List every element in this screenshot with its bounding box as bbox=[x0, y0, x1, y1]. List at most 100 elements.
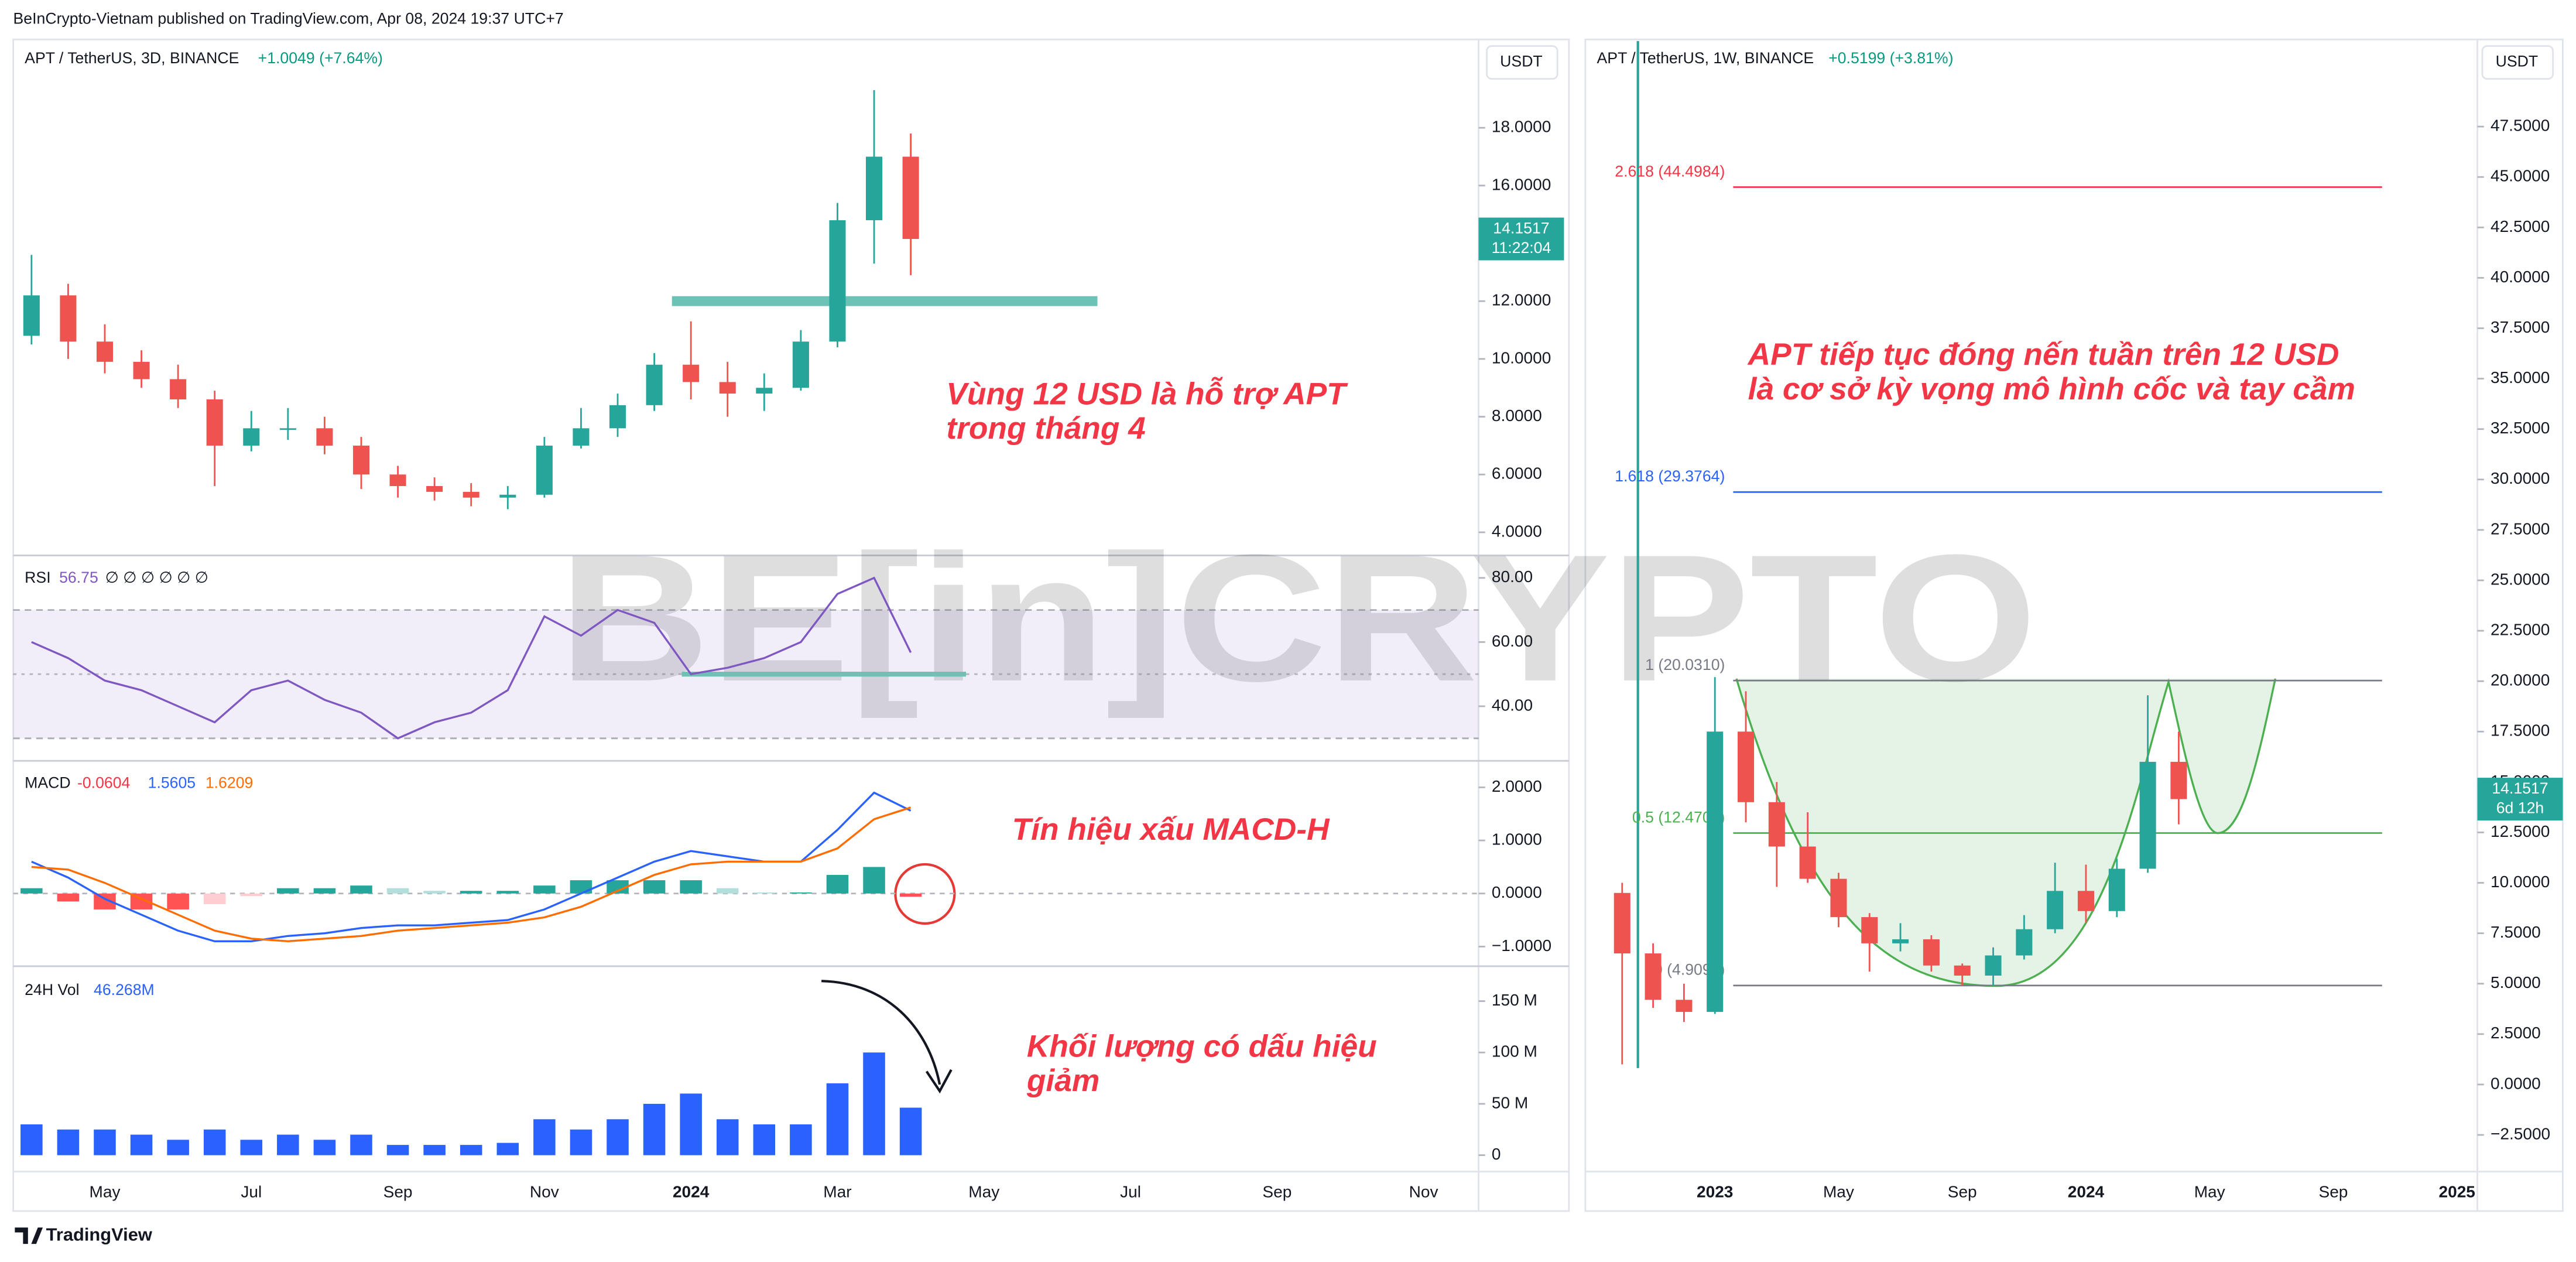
signal-value: 1.6209 bbox=[205, 774, 253, 792]
volume-bar bbox=[790, 1124, 812, 1155]
macd-value: 1.5605 bbox=[148, 774, 196, 792]
candle-body bbox=[170, 379, 187, 399]
macd-histogram-bar bbox=[20, 888, 43, 894]
candle-body bbox=[499, 494, 516, 498]
macd-histogram-bar bbox=[496, 891, 519, 894]
candle-body bbox=[316, 428, 333, 446]
candle-body bbox=[96, 341, 114, 362]
y-tick-label: 12.5000 bbox=[2491, 822, 2550, 840]
x-tick-label: 2024 bbox=[2068, 1183, 2105, 1201]
volume-bar bbox=[570, 1129, 592, 1155]
candle-body bbox=[1830, 878, 1847, 918]
candle-body bbox=[1954, 965, 1971, 976]
currency-box[interactable] bbox=[1486, 45, 1558, 80]
y-tick-label: 10.0000 bbox=[2491, 873, 2550, 891]
candle-body bbox=[829, 220, 846, 342]
currency-label[interactable]: USDT bbox=[2496, 53, 2539, 70]
macd-histogram-bar bbox=[423, 891, 446, 894]
volume-bar bbox=[203, 1129, 226, 1155]
x-tick-label: May bbox=[968, 1183, 999, 1201]
candle-body bbox=[756, 388, 773, 394]
candle-body bbox=[1768, 802, 1785, 847]
candle-body bbox=[1892, 939, 1909, 943]
candle-body bbox=[206, 399, 223, 446]
y-tick-label: 1.0000 bbox=[1492, 830, 1542, 849]
price-tag-countdown: 11:22:04 bbox=[1492, 239, 1551, 256]
y-tick-label: 8.0000 bbox=[1492, 406, 1542, 425]
price-tag-value: 14.1517 bbox=[1493, 219, 1549, 237]
y-tick-label: 40.00 bbox=[1492, 696, 1533, 714]
y-tick-label: 5.0000 bbox=[2491, 973, 2541, 991]
candle-body bbox=[2108, 868, 2125, 911]
y-tick-label: −2.5000 bbox=[2491, 1124, 2550, 1143]
fib-label: 1 (20.0310) bbox=[1645, 656, 1725, 673]
macd-histogram-bar bbox=[716, 888, 739, 894]
candle-body bbox=[279, 428, 296, 430]
volume-legend: 24H Vol bbox=[25, 981, 79, 998]
volume-bar bbox=[716, 1119, 739, 1155]
y-tick-label: 2.0000 bbox=[1492, 777, 1542, 795]
y-tick-label: 16.0000 bbox=[1492, 175, 1551, 193]
watermark: BE[in]CRYPTO bbox=[559, 518, 2037, 720]
candle-body bbox=[60, 295, 77, 342]
candle-body bbox=[1799, 846, 1816, 879]
price-tag bbox=[1478, 217, 1564, 261]
annotation: APT tiếp tục đóng nến tuần trên 12 USD bbox=[1747, 337, 2339, 372]
annotation: giảm bbox=[1026, 1063, 1099, 1098]
macd-histogram-bar bbox=[863, 867, 885, 894]
candle-body bbox=[683, 364, 700, 382]
candle-body bbox=[133, 361, 150, 379]
y-tick-label: 7.5000 bbox=[2491, 923, 2541, 941]
macd-histogram-bar bbox=[57, 893, 80, 902]
left-frame bbox=[12, 38, 1570, 1212]
x-tick-label: 2023 bbox=[1697, 1183, 1733, 1201]
x-tick-label: Sep bbox=[1948, 1183, 1977, 1201]
volume-bar bbox=[277, 1134, 299, 1155]
macd-histogram-bar bbox=[386, 888, 409, 894]
x-tick-label: 2024 bbox=[673, 1183, 710, 1201]
fib-label: 2.618 (44.4984) bbox=[1615, 162, 1725, 180]
y-tick-label: 60.00 bbox=[1492, 632, 1533, 650]
candle-body bbox=[536, 445, 553, 495]
rsi-value: 56.75 bbox=[59, 569, 98, 586]
candle-body bbox=[902, 156, 919, 240]
y-tick-label: 27.5000 bbox=[2491, 519, 2550, 538]
macd-legend: MACD bbox=[25, 774, 70, 792]
macd-histogram-bar bbox=[680, 880, 702, 894]
y-tick-label: 150 M bbox=[1492, 991, 1537, 1009]
candle-body bbox=[1645, 953, 1662, 1000]
volume-bar bbox=[20, 1124, 43, 1155]
candle-body bbox=[389, 474, 406, 487]
volume-bar bbox=[607, 1119, 629, 1155]
volume-bar bbox=[643, 1103, 666, 1155]
y-tick-label: 6.0000 bbox=[1492, 464, 1542, 483]
candle-body bbox=[1614, 892, 1630, 954]
volume-bar bbox=[313, 1140, 336, 1155]
candle-body bbox=[23, 295, 40, 336]
candle-body bbox=[1707, 731, 1724, 1012]
y-tick-label: 42.5000 bbox=[2491, 217, 2550, 235]
volume-bar bbox=[130, 1134, 153, 1155]
volume-bar bbox=[826, 1083, 849, 1155]
y-tick-label: 47.5000 bbox=[2491, 117, 2550, 135]
y-tick-label: 50 M bbox=[1492, 1093, 1528, 1111]
currency-box[interactable] bbox=[2481, 45, 2554, 80]
macd-histogram-bar bbox=[167, 893, 189, 909]
y-tick-label: 4.0000 bbox=[1492, 522, 1542, 540]
macd-histogram-bar bbox=[240, 893, 263, 897]
y-tick-label: 32.5000 bbox=[2491, 419, 2550, 437]
macd-histogram-bar bbox=[899, 893, 922, 897]
x-tick-label: May bbox=[1823, 1183, 1854, 1201]
y-tick-label: 22.5000 bbox=[2491, 620, 2550, 638]
y-tick-label: 0.0000 bbox=[1492, 883, 1542, 901]
macd-histogram-bar bbox=[313, 888, 336, 894]
x-tick-label: May bbox=[89, 1183, 120, 1201]
candle-body bbox=[1676, 1000, 1693, 1012]
volume-bar bbox=[57, 1129, 80, 1155]
currency-label[interactable]: USDT bbox=[1500, 53, 1543, 70]
x-tick-label: Sep bbox=[1262, 1183, 1292, 1201]
candle-body bbox=[719, 382, 736, 394]
macd-histogram-bar bbox=[790, 892, 812, 894]
y-tick-label: 18.0000 bbox=[1492, 118, 1551, 136]
candle-body bbox=[2170, 761, 2187, 799]
